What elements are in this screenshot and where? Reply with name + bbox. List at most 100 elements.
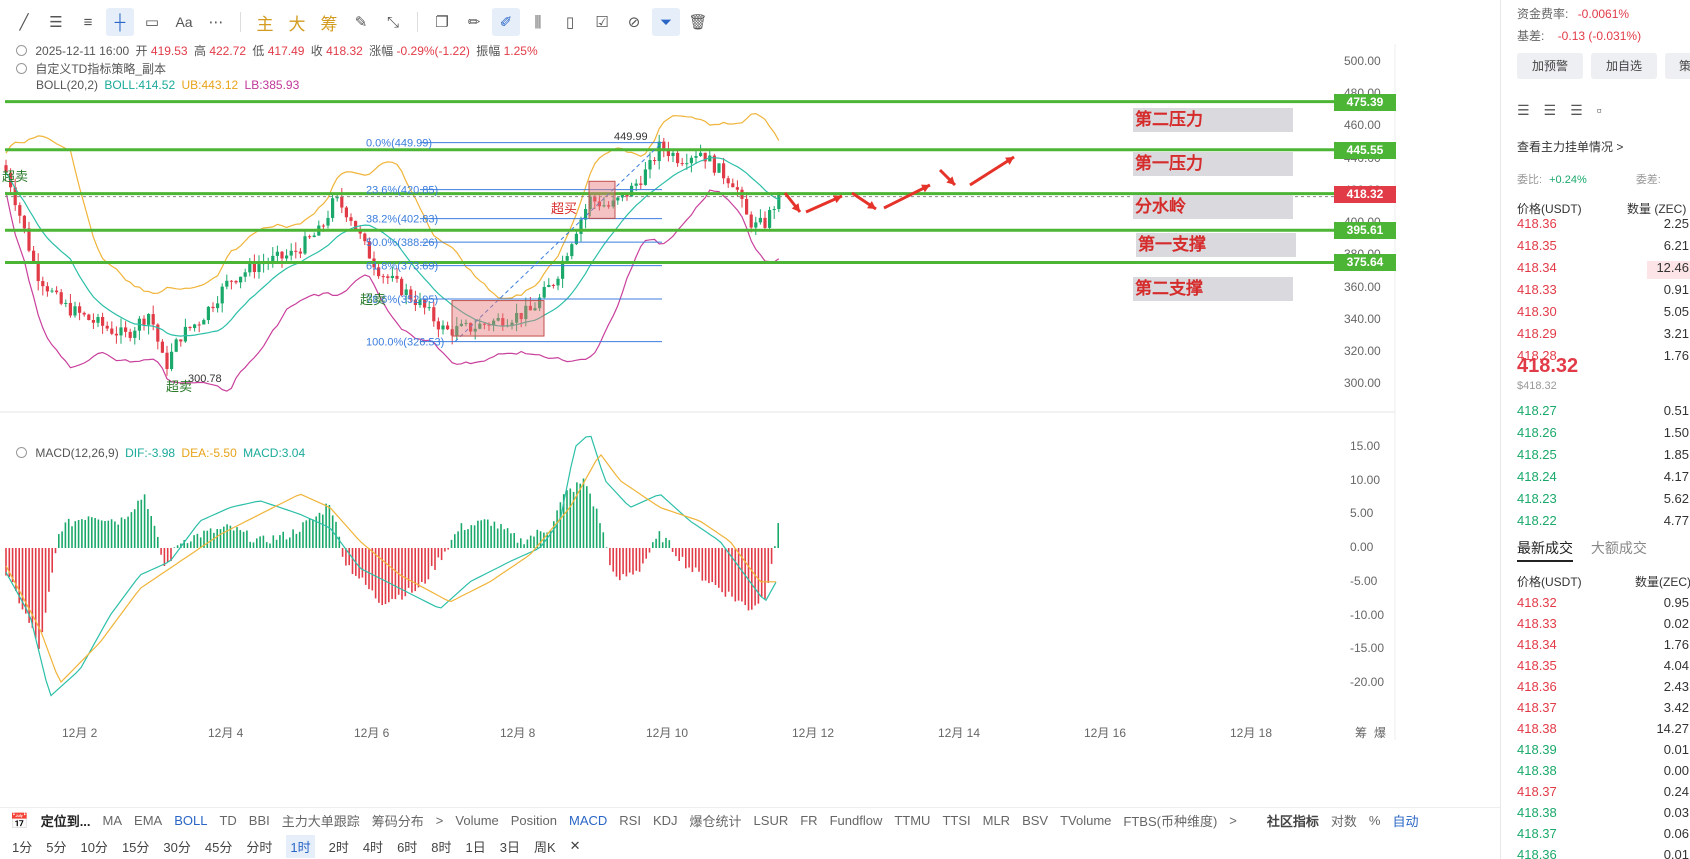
log-scale-toggle[interactable]: 对数 — [1330, 814, 1357, 829]
brush-icon[interactable]: ✐ — [492, 8, 520, 36]
ind-ttmu[interactable]: TTMU — [894, 813, 931, 828]
ind-fr[interactable]: FR — [800, 813, 818, 828]
orderbook-row[interactable]: 418.38 0.00 — [1517, 763, 1690, 783]
big-order-button[interactable]: 大 — [288, 14, 306, 34]
ind-fundflow[interactable]: Fundflow — [829, 813, 883, 828]
orderbook-row[interactable]: 418.26 1.50 — [1517, 425, 1690, 445]
orderbook-view-icons[interactable]: ☰☰☰▫ — [1517, 102, 1616, 118]
ind-volume[interactable]: Volume — [455, 813, 499, 828]
timeframe-option[interactable]: 1日 — [465, 839, 486, 855]
orderbook-row[interactable]: 418.34 12.46 — [1517, 260, 1690, 280]
add-favorite-button[interactable]: 加自选 — [1591, 53, 1657, 79]
ind-lsur[interactable]: LSUR — [753, 813, 789, 828]
orderbook-row[interactable]: 418.37 0.06 — [1517, 826, 1690, 846]
tab-latest-trades[interactable]: 最新成交 — [1517, 540, 1573, 562]
ind-tvolume[interactable]: TVolume — [1060, 813, 1112, 828]
ind-kdj[interactable]: KDJ — [652, 813, 678, 828]
text-tool-icon[interactable]: Aa — [175, 14, 193, 30]
orderbook-row[interactable]: 418.28 1.76 — [1517, 348, 1690, 368]
parallel-line-icon[interactable]: ☰ — [49, 14, 63, 31]
filter-icon[interactable]: ⏷ — [652, 8, 680, 36]
macd-name[interactable]: MACD(12,26,9) — [35, 446, 119, 460]
visibility-icon[interactable] — [16, 63, 27, 74]
ind-ftbs[interactable]: FTBS(币种维度) — [1123, 814, 1218, 829]
ind-chips[interactable]: 筹码分布 — [371, 814, 424, 829]
horizontal-line-icon[interactable]: ┼ — [106, 8, 134, 36]
copy-icon[interactable]: ❐ — [435, 14, 449, 31]
close-timeframe-icon[interactable]: ✕ — [569, 838, 581, 853]
orderbook-row[interactable]: 418.39 0.01 — [1517, 742, 1690, 762]
locate-button[interactable]: 定位到... — [40, 814, 91, 829]
more-main-ind[interactable]: > — [435, 813, 444, 828]
orderbook-detail-link[interactable]: 查看主力挂单情况 > — [1517, 140, 1624, 154]
timeframe-option[interactable]: 3日 — [499, 839, 520, 855]
ind-liquidation[interactable]: 爆仓统计 — [689, 814, 742, 829]
orderbook-row[interactable]: 418.38 0.03 — [1517, 805, 1690, 825]
main-indicator-button[interactable]: 主 — [256, 14, 274, 34]
add-alert-button[interactable]: 加预警 — [1517, 53, 1583, 79]
chips-corner-icon[interactable]: 筹 — [1355, 726, 1368, 740]
note-icon[interactable]: ☑ — [595, 14, 609, 31]
ind-whale[interactable]: 主力大单跟踪 — [281, 814, 360, 829]
community-indicators[interactable]: 社区指标 — [1266, 814, 1319, 829]
orderbook-row[interactable]: 418.37 3.42 — [1517, 700, 1690, 720]
timeframe-option[interactable]: 1时 — [286, 834, 315, 858]
tab-big-trades[interactable]: 大额成交 — [1590, 540, 1647, 556]
more-tools-icon[interactable]: ⋯ — [208, 14, 224, 31]
ind-ema[interactable]: EMA — [134, 813, 163, 828]
ind-mlr[interactable]: MLR — [982, 813, 1011, 828]
ind-td[interactable]: TD — [219, 813, 237, 828]
orderbook-row[interactable]: 418.34 1.76 — [1517, 637, 1690, 657]
horizontal-lines-icon[interactable]: ≡ — [83, 13, 93, 31]
ind-position[interactable]: Position — [510, 813, 558, 828]
orderbook-row[interactable]: 418.36 2.43 — [1517, 679, 1690, 699]
orderbook-row[interactable]: 418.36 2.25 — [1517, 216, 1690, 236]
orderbook-row[interactable]: 418.30 5.05 — [1517, 304, 1690, 324]
magnet-icon[interactable]: ⊘ — [627, 14, 641, 31]
orderbook-row[interactable]: 418.27 0.51 — [1517, 403, 1690, 423]
orderbook-row[interactable]: 418.25 1.85 — [1517, 447, 1690, 467]
timeframe-option[interactable]: 10分 — [80, 839, 108, 855]
edit-icon[interactable]: ✎ — [354, 14, 368, 31]
line-tool-icon[interactable]: ╱ — [19, 14, 29, 31]
timeframe-option[interactable]: 2时 — [328, 839, 349, 855]
orderbook-row[interactable]: 418.32 0.95 — [1517, 595, 1690, 615]
timeframe-option[interactable]: 1分 — [12, 839, 33, 855]
orderbook-row[interactable]: 418.23 5.62 — [1517, 491, 1690, 511]
trash-icon[interactable]: 🗑 — [688, 14, 708, 31]
calendar-icon[interactable]: 📅 — [10, 812, 29, 830]
orderbook-row[interactable]: 418.33 0.02 — [1517, 616, 1690, 636]
orderbook-row[interactable]: 418.36 0.01 — [1517, 847, 1690, 859]
timeframe-option[interactable]: 4时 — [362, 839, 384, 855]
orderbook-row[interactable]: 418.33 0.91 — [1517, 282, 1690, 302]
more-sub-ind[interactable]: > — [1229, 813, 1237, 828]
strategy-name[interactable]: 自定义TD指标策略_副本 — [35, 62, 167, 76]
visibility-icon[interactable] — [16, 45, 27, 56]
timeframe-option[interactable]: 分时 — [246, 839, 273, 855]
visibility-icon[interactable] — [16, 447, 27, 458]
timeframe-option[interactable]: 5分 — [46, 839, 67, 855]
orderbook-row[interactable]: 418.29 3.21 — [1517, 326, 1690, 346]
candles-icon[interactable]: ⫼ — [534, 13, 542, 31]
liq-corner-icon[interactable]: 爆 — [1374, 726, 1387, 740]
orderbook-row[interactable]: 418.35 4.04 — [1517, 658, 1690, 678]
timeframe-option[interactable]: 45分 — [204, 839, 233, 855]
ind-bsv[interactable]: BSV — [1022, 813, 1049, 828]
pencil-icon[interactable]: ✏ — [467, 14, 481, 31]
timeframe-option[interactable]: 8时 — [431, 839, 452, 855]
ind-boll[interactable]: BOLL — [174, 813, 208, 828]
orderbook-row[interactable]: 418.22 4.77 — [1517, 513, 1690, 533]
ind-ma[interactable]: MA — [102, 813, 123, 828]
orderbook-row[interactable]: 418.37 0.24 — [1517, 784, 1690, 804]
boll-name[interactable]: BOLL(20,2) — [36, 78, 99, 92]
timeframe-option[interactable]: 30分 — [163, 839, 191, 855]
timeframe-option[interactable]: 6时 — [397, 839, 418, 855]
orderbook-row[interactable]: 418.24 4.17 — [1517, 469, 1690, 489]
ind-macd[interactable]: MACD — [569, 813, 608, 828]
timeframe-option[interactable]: 15分 — [121, 839, 150, 855]
percent-scale-toggle[interactable]: % — [1368, 813, 1381, 828]
kline-chart[interactable]: 0.0%(449.99) 23.6%(420.85) 38.2%(402.83) 50… — [0, 44, 1500, 809]
ind-ttsi[interactable]: TTSI — [942, 813, 971, 828]
ind-bbi[interactable]: BBI — [248, 813, 270, 828]
clipboard-icon[interactable]: ▯ — [565, 14, 575, 31]
